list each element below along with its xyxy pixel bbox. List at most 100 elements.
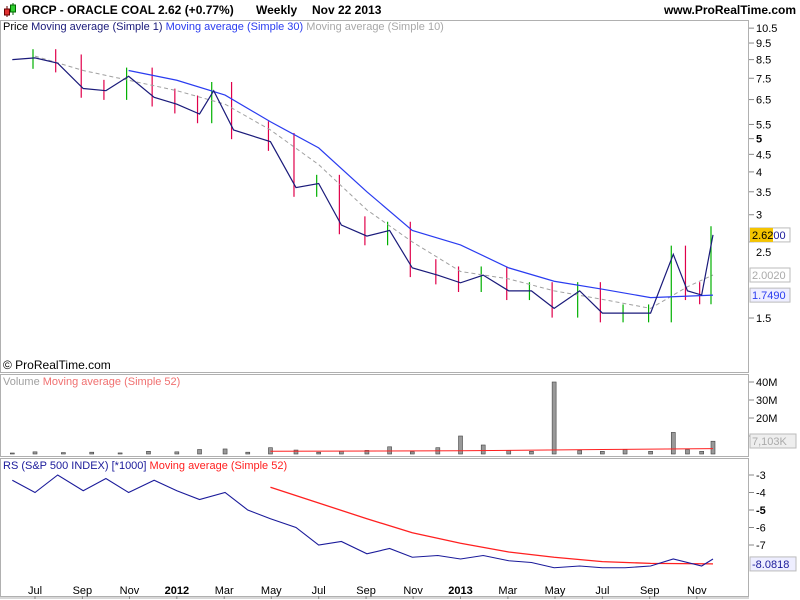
x-tick-label: Sep xyxy=(73,585,93,597)
last-price-highlight xyxy=(750,227,773,242)
volume-bar xyxy=(577,450,582,455)
legend-price: Price xyxy=(3,21,29,33)
ma10-marker-box xyxy=(749,267,791,283)
x-tick-label: Jul xyxy=(28,585,42,597)
volume-bar xyxy=(61,452,66,455)
price-y-tick-label: 4.5 xyxy=(756,149,771,161)
copyright: © ProRealTime.com xyxy=(3,358,111,372)
volume-y-tick-label: 30M xyxy=(756,395,777,407)
volume-bar xyxy=(670,432,676,455)
volume-bar xyxy=(245,451,251,455)
pane-frame xyxy=(0,20,749,373)
legend-rs-ma: Moving average (Simple 52) xyxy=(149,460,288,472)
volume-bar xyxy=(222,448,228,455)
legend-volume-ma: Moving average (Simple 52) xyxy=(42,376,181,388)
rs-marker-box xyxy=(749,556,797,572)
legend-ma30: Moving average (Simple 30) xyxy=(165,21,304,33)
price-y-tick-label: 7.5 xyxy=(756,73,771,85)
candlestick-logo-icon xyxy=(4,3,16,17)
volume-marker-box xyxy=(749,433,797,449)
legend-rs: RS (S&P 500 INDEX) [*1000] xyxy=(3,460,147,472)
price-y-tick-label: 5 xyxy=(756,134,762,146)
x-tick-label: 2013 xyxy=(448,585,472,597)
last-price-marker: 2.6200 xyxy=(752,230,786,242)
ma10-marker: 2.0020 xyxy=(752,270,786,282)
price-y-tick-label: 3.5 xyxy=(756,187,771,199)
rs-ma-line xyxy=(270,486,714,565)
volume-legend: Volume Moving average (Simple 52) xyxy=(3,376,180,388)
volume-bar xyxy=(480,444,486,455)
price-y-tick-label: 8.5 xyxy=(756,55,771,67)
volume-bar xyxy=(364,450,370,455)
last-price-marker-box xyxy=(749,227,791,243)
volume-bar xyxy=(685,449,690,455)
symbol-title: ORCP - ORACLE COAL xyxy=(22,3,156,17)
x-tick-label: Mar xyxy=(215,585,234,597)
volume-bar xyxy=(409,451,415,455)
x-tick-label: Nov xyxy=(403,585,423,597)
volume-bar xyxy=(458,435,463,455)
price-y-tick-label: 5.5 xyxy=(756,119,771,131)
volume-ma-line xyxy=(270,448,713,452)
price-line xyxy=(12,57,714,314)
price-y-tick-label: 10.5 xyxy=(756,23,777,35)
last-price-value: 2.62 xyxy=(752,230,773,242)
x-tick-label: 2012 xyxy=(165,585,189,597)
chart-header: ORCP - ORACLE COAL 2.62 (+0.77%) Weekly … xyxy=(0,0,800,20)
x-tick-label: Mar xyxy=(498,585,517,597)
ma30-marker: 1.7490 xyxy=(752,290,786,302)
volume-bar xyxy=(293,449,299,455)
volume-marker: 7,103K xyxy=(752,436,788,448)
rs-legend: RS (S&P 500 INDEX) [*1000] Moving averag… xyxy=(3,460,287,472)
volume-bar xyxy=(197,449,202,455)
price-y-tick-label: 4 xyxy=(756,167,762,179)
volume-y-tick-label: 40M xyxy=(756,377,777,389)
volume-bar xyxy=(89,451,95,455)
ma10-line xyxy=(34,55,714,309)
volume-bar xyxy=(146,450,151,455)
last-price-suffix: 00 xyxy=(773,230,785,242)
price-y-tick-label: 6.5 xyxy=(756,95,771,107)
volume-bar xyxy=(174,451,180,455)
x-tick-label: Nov xyxy=(120,585,140,597)
volume-bar xyxy=(710,440,716,455)
volume-bar xyxy=(387,446,392,455)
volume-bar xyxy=(600,450,605,455)
pane-frame xyxy=(0,458,749,597)
volume-bar xyxy=(551,381,557,455)
rs-y-tick-label: -5 xyxy=(756,505,766,517)
legend-volume: Volume xyxy=(3,376,40,388)
legend-ma1: Moving average (Simple 1) xyxy=(31,21,163,33)
quote: 2.62 (+0.77%) xyxy=(158,3,234,17)
volume-bar xyxy=(268,447,273,455)
volume-bar xyxy=(648,450,653,455)
volume-bar xyxy=(529,450,534,455)
volume-bar xyxy=(435,447,441,455)
volume-bar xyxy=(339,450,344,455)
period: Weekly xyxy=(256,3,298,17)
date: Nov 22 2013 xyxy=(312,3,382,17)
rs-marker: -8.0818 xyxy=(752,559,789,571)
volume-bar xyxy=(506,450,512,455)
volume-bar xyxy=(316,451,321,455)
x-tick-label: Jul xyxy=(595,585,609,597)
volume-bar xyxy=(622,449,628,455)
rs-y-tick-label: -4 xyxy=(756,488,766,500)
volume-y-tick-label: 20M xyxy=(756,413,777,425)
price-y-tick-label: 1.5 xyxy=(756,313,771,325)
rs-line xyxy=(12,474,714,569)
rs-y-tick-label: -7 xyxy=(756,540,766,552)
price-y-tick-label: 3 xyxy=(756,210,762,222)
site-link[interactable]: www.ProRealTime.com xyxy=(663,3,796,17)
rs-y-tick-label: -3 xyxy=(756,470,766,482)
x-tick-label: Jul xyxy=(312,585,326,597)
volume-bar xyxy=(699,450,704,455)
price-legend: Price Moving average (Simple 1) Moving a… xyxy=(3,21,444,33)
price-y-tick-label: 2.5 xyxy=(756,247,771,259)
volume-bar xyxy=(117,452,123,455)
x-tick-label: May xyxy=(545,585,566,597)
x-tick-label: Nov xyxy=(687,585,707,597)
volume-bar xyxy=(10,452,15,455)
